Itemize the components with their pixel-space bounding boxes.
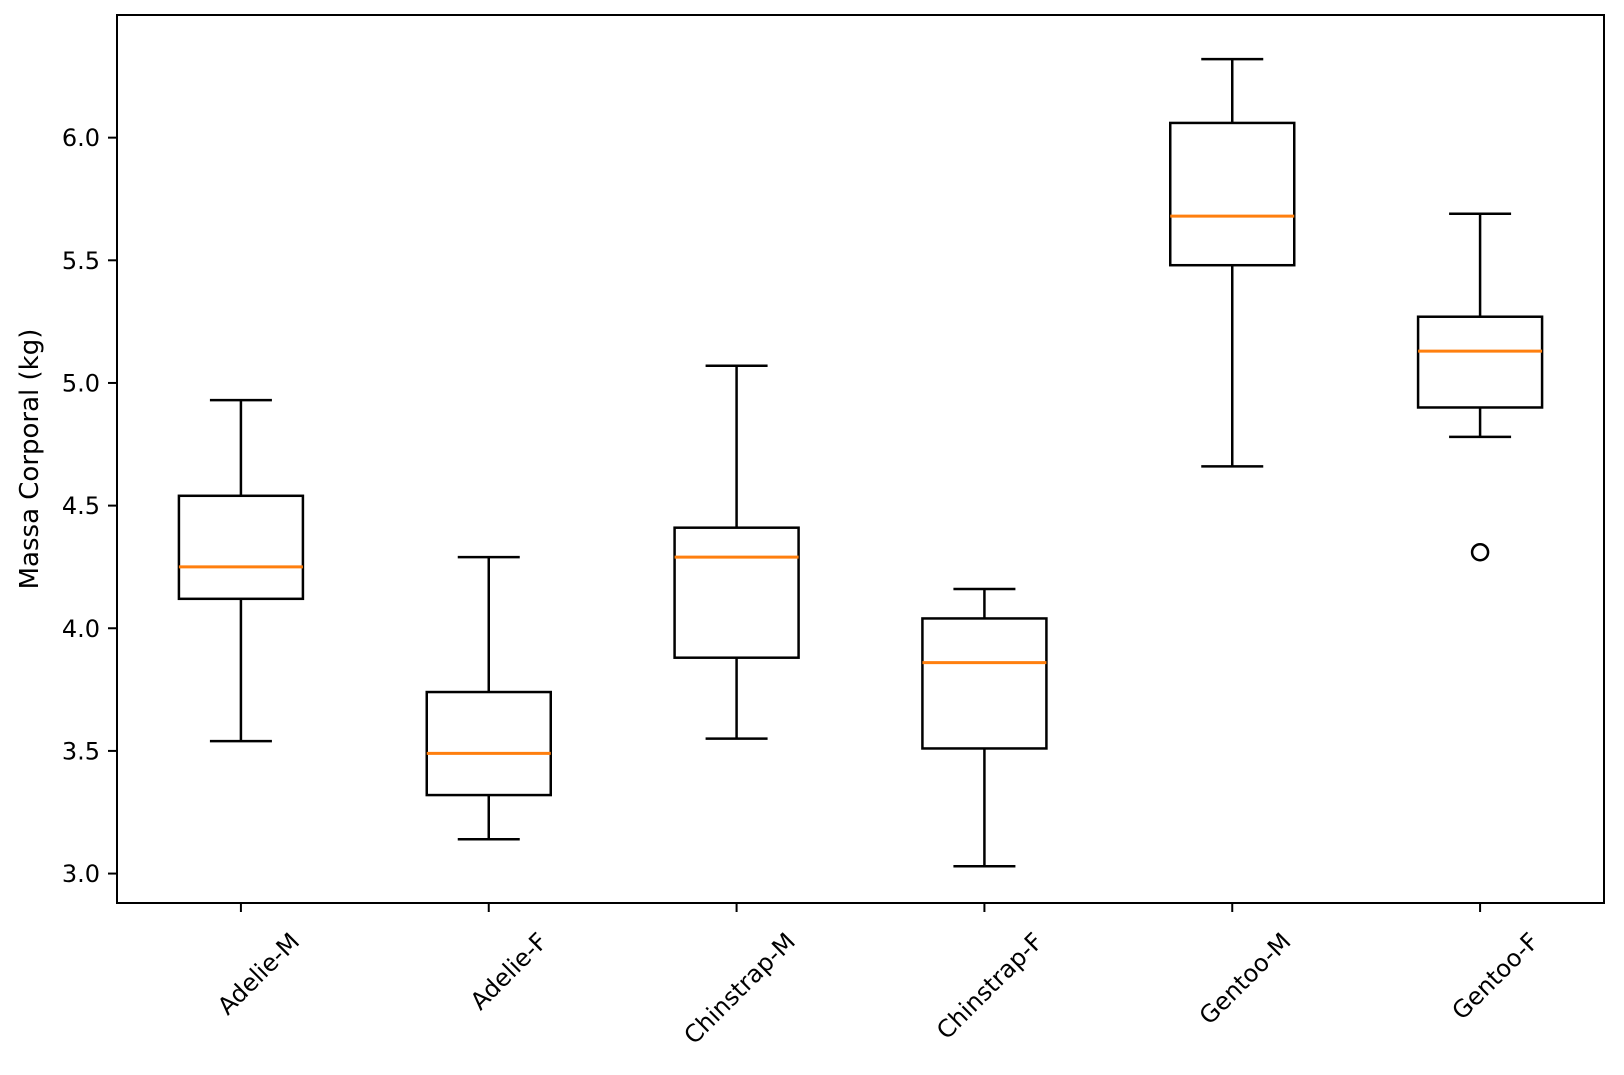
- y-axis-label: Massa Corporal (kg): [15, 329, 45, 590]
- y-tick-label-5-5: 5.5: [62, 247, 100, 275]
- x-tick-label-gentoo-f: Gentoo-F: [1447, 927, 1545, 1025]
- x-tick-label-gentoo-m: Gentoo-M: [1194, 927, 1297, 1030]
- plot-area: 3.0 3.5 4.0 4.5 5.0 5.5 6.0 Adelie-M Adelie-F Chi…: [62, 14, 1605, 1050]
- box-group-adelie-f: [425, 555, 552, 841]
- box-group-adelie-m: [177, 398, 305, 743]
- iqr-box-chinstrap-m: [673, 526, 800, 659]
- box-group-gentoo-f: [1416, 212, 1544, 562]
- y-tick-label-5-0: 5.0: [62, 369, 100, 397]
- iqr-box-gentoo-f: [1416, 315, 1544, 409]
- x-tick-label-chinstrap-m: Chinstrap-M: [679, 927, 801, 1049]
- plot-border: [116, 14, 1605, 904]
- iqr-box-adelie-m: [177, 494, 305, 601]
- x-tick-label-adelie-m: Adelie-M: [212, 927, 305, 1020]
- iqr-box-adelie-f: [425, 690, 552, 797]
- outlier-gentoo-f: [1470, 542, 1490, 562]
- box-group-chinstrap-m: [673, 364, 800, 740]
- x-tick-label-chinstrap-f: Chinstrap-F: [931, 927, 1048, 1044]
- x-tick-label-adelie-f: Adelie-F: [465, 927, 553, 1015]
- box-group-chinstrap-f: [921, 587, 1048, 868]
- y-tick-label-3-0: 3.0: [62, 860, 100, 888]
- y-tick-label-3-5: 3.5: [62, 737, 100, 765]
- y-tick-label-4-5: 4.5: [62, 492, 100, 520]
- y-tick-label-4-0: 4.0: [62, 615, 100, 643]
- iqr-box-gentoo-m: [1169, 121, 1296, 267]
- y-tick-label-6-0: 6.0: [62, 124, 100, 152]
- box-group-gentoo-m: [1169, 57, 1296, 468]
- iqr-box-chinstrap-f: [921, 617, 1048, 750]
